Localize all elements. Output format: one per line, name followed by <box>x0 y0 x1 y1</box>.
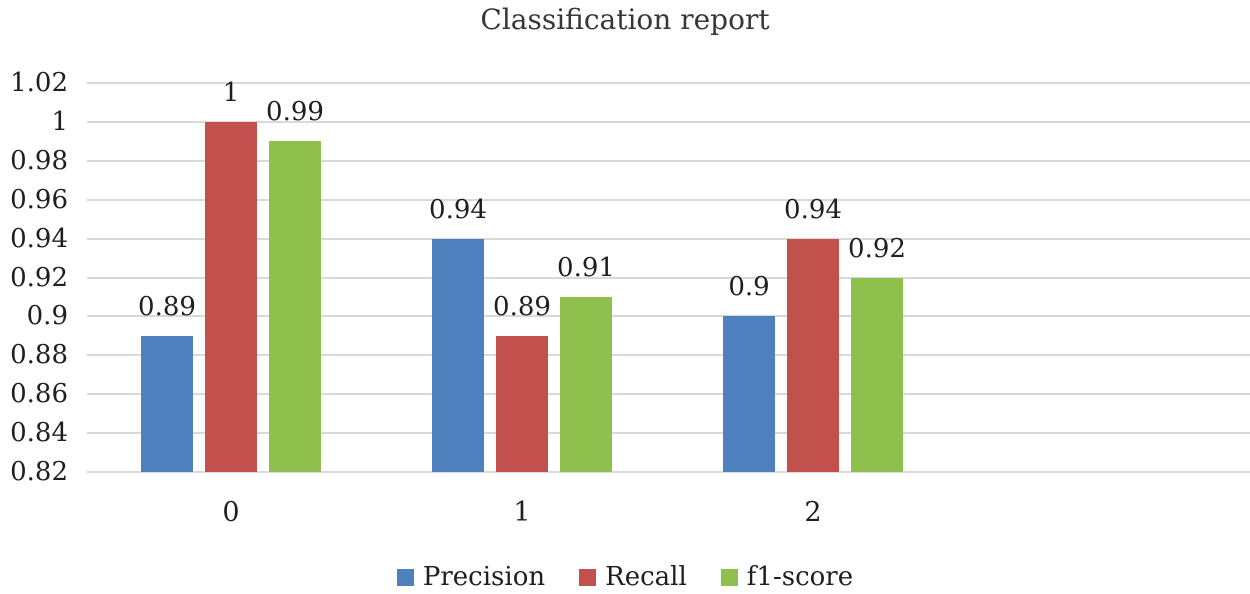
bar-precision-0 <box>141 335 193 472</box>
gridline <box>87 354 1250 357</box>
y-tick-label: 0.88 <box>10 340 68 371</box>
gridline <box>87 198 1250 201</box>
bar-value-label: 0.99 <box>266 97 324 128</box>
chart-title: Classification report <box>480 3 770 36</box>
bar-precision-1 <box>432 238 484 472</box>
bar-value-label: 0.89 <box>493 291 551 322</box>
gridline <box>87 471 1250 473</box>
y-tick-label: 0.92 <box>10 262 68 293</box>
bar-value-label: 0.91 <box>557 252 615 283</box>
legend-label: Precision <box>422 562 546 592</box>
y-tick-label: 1 <box>51 106 68 137</box>
bar-value-label: 0.94 <box>429 194 487 225</box>
gridline <box>87 393 1250 396</box>
bar-precision-2 <box>723 316 775 472</box>
bar-f1-score-0 <box>269 141 321 472</box>
y-axis: 1.02 1 0.98 0.96 0.94 0.92 0.9 0.88 0.86 0.84 0.82 <box>0 68 68 487</box>
gridline <box>87 120 1250 123</box>
bar-value-label: 0.94 <box>784 194 842 225</box>
y-tick-label: 0.96 <box>10 184 68 215</box>
bar-value-label: 0.89 <box>138 291 196 322</box>
gridline <box>87 432 1250 435</box>
gridline <box>87 315 1250 318</box>
gridline <box>87 159 1250 162</box>
legend-item-recall: Recall <box>579 562 687 592</box>
x-category-label: 2 <box>804 497 822 528</box>
legend: Precision Recall f1-score <box>0 560 1250 594</box>
bar-recall-0 <box>205 121 257 472</box>
x-category-label: 0 <box>222 497 240 528</box>
bar-recall-1 <box>496 335 548 472</box>
legend-swatch <box>720 568 738 586</box>
y-tick-label: 0.94 <box>10 223 68 254</box>
bar-value-label: 1 <box>222 77 240 108</box>
plot-area: 0.89 1 0.99 0.94 0.89 0.91 0.9 0.94 0.92 <box>87 78 1250 473</box>
y-tick-label: 0.98 <box>10 145 68 176</box>
bar-value-label: 0.92 <box>848 233 906 264</box>
gridline <box>87 276 1250 279</box>
y-tick-label: 0.86 <box>10 379 68 410</box>
gridline <box>87 82 1250 84</box>
bar-f1-score-1 <box>560 296 612 472</box>
legend-swatch <box>579 568 597 586</box>
bar-value-label: 0.9 <box>728 272 770 303</box>
bar-f1-score-2 <box>851 277 903 472</box>
gridline <box>87 237 1250 240</box>
bar-recall-2 <box>787 238 839 472</box>
legend-label: f1-score <box>746 562 854 592</box>
y-tick-label: 1.02 <box>10 68 68 98</box>
legend-swatch <box>396 568 414 586</box>
legend-label: Recall <box>605 562 687 592</box>
x-axis: 0 1 2 <box>0 496 1250 530</box>
x-category-label: 1 <box>513 497 531 528</box>
legend-item-f1-score: f1-score <box>720 562 854 592</box>
y-tick-label: 0.82 <box>10 457 68 487</box>
y-tick-label: 0.84 <box>10 418 68 449</box>
legend-item-precision: Precision <box>396 562 546 592</box>
y-tick-label: 0.9 <box>26 301 68 332</box>
